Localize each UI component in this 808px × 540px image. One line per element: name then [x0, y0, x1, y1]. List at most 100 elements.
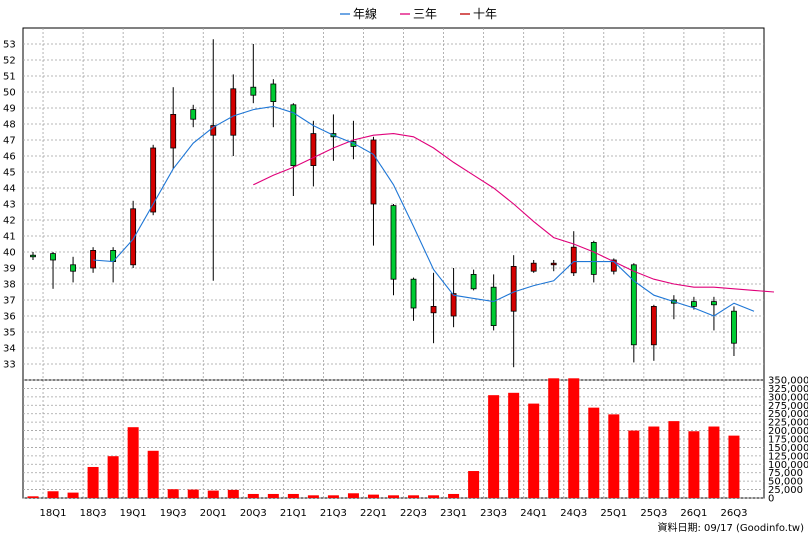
candle-body [290, 104, 297, 167]
candle-body [90, 249, 96, 269]
volume-tick-label: 150,000 [768, 443, 808, 454]
candle-body [70, 264, 76, 272]
candle [270, 79, 277, 128]
candle [470, 269, 477, 291]
volume-tick-label: 225,000 [768, 418, 808, 429]
candle-body [50, 253, 56, 261]
volume-tick-label: 325,000 [768, 384, 808, 395]
price-tick-label: 44 [3, 184, 16, 195]
volume-tick-label: 250,000 [768, 409, 808, 420]
price-tick-label: 33 [3, 360, 16, 371]
volume-bar [47, 491, 59, 498]
volume-bar [648, 426, 660, 498]
candle-body [650, 305, 657, 346]
candle-body [691, 301, 697, 307]
price-tick-label: 53 [3, 40, 16, 51]
legend-label-2: 三年 [413, 7, 437, 21]
candle [310, 120, 317, 187]
candle-body [610, 259, 617, 272]
x-tick-label: 24Q3 [560, 508, 587, 519]
price-tick-label: 50 [3, 88, 16, 99]
candle [430, 272, 437, 344]
x-tick-label: 21Q1 [280, 508, 307, 519]
volume-bar [708, 426, 720, 498]
volume-tick-label: 25,000 [768, 485, 803, 496]
candle [230, 74, 237, 156]
volume-bar [367, 494, 379, 498]
volume-bar [548, 378, 560, 498]
candle-body [170, 114, 177, 149]
volume-bars [27, 378, 740, 498]
price-tick-label: 45 [3, 168, 16, 179]
legend-label-1: 年線 [353, 6, 377, 21]
candle-body [570, 246, 577, 274]
candle-body [130, 208, 137, 266]
volume-bar [267, 493, 279, 498]
price-panel: 33 34 35 36 37 38 39 40 41 42 43 44 45 46 47 48 49 50 51 52… [3, 27, 775, 498]
candle-body [430, 305, 437, 314]
volume-tick-label: 350,000 [768, 376, 808, 387]
volume-tick-label: 75,000 [768, 468, 803, 479]
candle [731, 306, 737, 356]
volume-bar [67, 492, 79, 498]
volume-bar [107, 456, 119, 498]
volume-bar [127, 427, 139, 498]
price-tick-label: 46 [3, 152, 16, 163]
volume-bar [588, 407, 600, 498]
volume-tick-label: 125,000 [768, 451, 808, 462]
candle [250, 44, 257, 104]
volume-panel: 025,00050,00075,000100,000125,000150,000… [22, 376, 808, 505]
data-date-label: 資料日期: 09/17 (Goodinfo.tw) [657, 521, 804, 534]
candle-body [550, 262, 557, 266]
volume-bar [147, 450, 159, 498]
candle [290, 103, 297, 196]
volume-bar [247, 493, 259, 498]
candle [550, 260, 557, 272]
candle [650, 304, 657, 361]
candle [90, 247, 96, 273]
candle-body [410, 278, 417, 309]
volume-bar [448, 493, 460, 498]
candle-body [530, 262, 537, 272]
candle [490, 274, 497, 331]
candle-body [230, 88, 237, 136]
candle [630, 263, 637, 363]
candle-body [490, 286, 497, 327]
candle [711, 296, 717, 331]
volume-bar [207, 490, 219, 498]
price-tick-label: 47 [3, 136, 16, 147]
candle-body [731, 310, 737, 344]
volume-bar [428, 495, 440, 498]
volume-bar [27, 496, 39, 498]
legend: 年線 三年 十年 [340, 6, 497, 21]
candle [410, 277, 417, 321]
candle [390, 204, 397, 296]
candle [70, 256, 76, 283]
volume-bar [528, 403, 540, 498]
price-grid [23, 28, 764, 498]
volume-bar [187, 489, 199, 498]
volume-bar [347, 493, 359, 498]
candle [530, 260, 537, 273]
candles [30, 39, 737, 368]
x-tick-label: 20Q3 [240, 508, 267, 519]
candle [50, 252, 56, 289]
volume-bar [628, 430, 640, 498]
price-tick-label: 36 [3, 312, 16, 323]
x-tick-label: 23Q3 [480, 508, 507, 519]
volume-tick-label: 200,000 [768, 426, 808, 437]
price-tick-label: 49 [3, 104, 16, 115]
volume-bar [167, 489, 179, 498]
price-tick-label: 37 [3, 296, 16, 307]
volume-tick-label: 100,000 [768, 460, 808, 471]
candle-body [30, 254, 36, 258]
price-tick-label: 43 [3, 200, 16, 211]
candle-body [250, 86, 257, 96]
volume-bar [87, 466, 99, 498]
x-tick-label: 18Q1 [40, 508, 67, 519]
volume-tick-label: 300,000 [768, 392, 808, 403]
x-tick-label: 21Q3 [320, 508, 347, 519]
candle [450, 268, 457, 328]
